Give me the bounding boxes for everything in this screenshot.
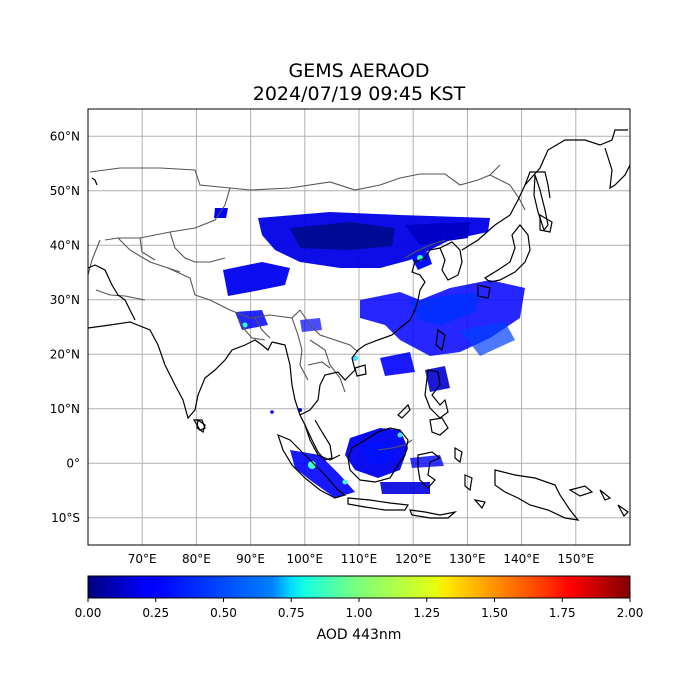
colorbar-tick-label: 0.75: [278, 606, 305, 620]
lon-tick-label: 100°E: [287, 552, 324, 566]
lon-tick-label: 150°E: [558, 552, 595, 566]
gridlines: [88, 109, 630, 545]
lon-tick-label: 140°E: [503, 552, 540, 566]
colorbar-tick-label: 0.25: [142, 606, 169, 620]
colorbar-tick-label: 2.00: [617, 606, 644, 620]
lat-tick-label: 10°N: [50, 402, 80, 416]
lat-tick-label: 20°N: [50, 347, 80, 361]
colorbar-tick-label: 0.00: [75, 606, 102, 620]
colorbar-tick-label: 1.25: [413, 606, 440, 620]
lon-tick-label: 130°E: [449, 552, 486, 566]
national-borders: [88, 164, 526, 451]
longitude-tick-labels: 70°E 80°E 90°E 100°E 110°E 120°E 130°E 140°E 150…: [128, 552, 594, 566]
lat-tick-label: 30°N: [50, 293, 80, 307]
lat-tick-label: 60°N: [50, 129, 80, 143]
colorbar-label: AOD 443nm: [317, 627, 402, 643]
coastlines: [88, 129, 630, 521]
colorbar: [87, 575, 631, 599]
colorbar-tick-label: 0.50: [210, 606, 237, 620]
colorbar-ticks: 0.00 0.25 0.50 0.75 1.00 1.25 1.50 1.75 2.00: [75, 598, 644, 620]
lon-tick-label: 110°E: [341, 552, 378, 566]
aod-data-layer: [214, 208, 525, 498]
lat-tick-label: 10°S: [51, 511, 80, 525]
latitude-tick-labels: 60°N 50°N 40°N 30°N 20°N 10°N 0° 10°S: [50, 129, 80, 525]
colorbar-tick-label: 1.50: [481, 606, 508, 620]
lon-tick-label: 70°E: [128, 552, 157, 566]
lon-tick-label: 80°E: [182, 552, 211, 566]
lat-tick-label: 40°N: [50, 238, 80, 252]
lat-tick-label: 50°N: [50, 184, 80, 198]
colorbar-tick-label: 1.00: [346, 606, 373, 620]
lon-tick-label: 120°E: [395, 552, 432, 566]
map-timestamp: 2024/07/19 09:45 KST: [252, 83, 466, 105]
colorbar-tick-label: 1.75: [549, 606, 576, 620]
lon-tick-label: 90°E: [236, 552, 265, 566]
map-frame: [87, 108, 631, 546]
map-title: GEMS AERAOD: [288, 60, 430, 82]
lat-tick-label: 0°: [66, 456, 80, 470]
